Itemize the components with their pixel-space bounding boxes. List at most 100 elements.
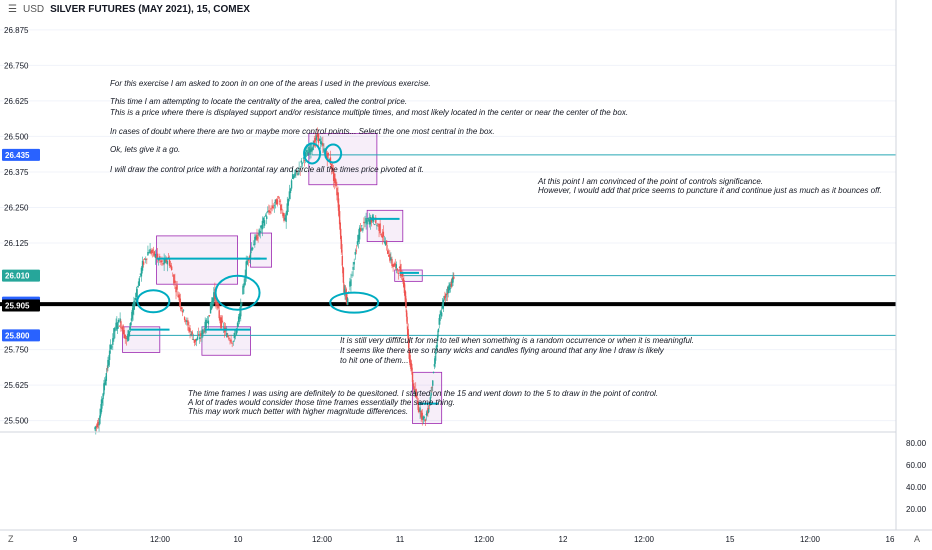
candle-body xyxy=(217,302,219,309)
candle-body xyxy=(362,228,364,231)
candle-body xyxy=(276,199,279,205)
candle-body xyxy=(379,223,381,234)
candle-body xyxy=(246,260,248,265)
candle-body xyxy=(453,276,455,279)
time-tick: 9 xyxy=(73,535,78,544)
candle-body xyxy=(163,258,165,265)
candle-body xyxy=(96,423,99,428)
candle-body xyxy=(315,135,318,140)
sliders-icon[interactable]: ☰ xyxy=(8,4,17,15)
candle-body xyxy=(94,427,96,430)
candle-body xyxy=(448,286,450,293)
candle-body xyxy=(134,297,137,300)
candle-body xyxy=(345,293,348,301)
candle-body xyxy=(393,263,395,267)
candle-body xyxy=(195,338,198,341)
candle-body xyxy=(247,259,250,261)
candle-body xyxy=(426,412,428,416)
candle-body xyxy=(249,252,252,258)
candle-body xyxy=(219,317,221,324)
candle-body xyxy=(422,416,425,420)
annotation-text: This may work much better with higher ma… xyxy=(188,407,408,416)
candle-body xyxy=(99,408,102,416)
candle-body xyxy=(229,340,231,342)
time-tick: 12:00 xyxy=(634,535,655,544)
candle-body xyxy=(186,320,188,322)
candle-body xyxy=(405,298,407,308)
auto-scale-button[interactable]: A xyxy=(914,534,920,544)
price-tick: 25.500 xyxy=(4,417,29,426)
price-tick: 26.125 xyxy=(4,239,29,248)
candle-body xyxy=(108,360,110,365)
candle-body xyxy=(331,169,334,170)
candle-body xyxy=(367,218,369,220)
candle-body xyxy=(351,274,353,276)
pivot-circle xyxy=(214,274,261,311)
candle-body xyxy=(146,258,148,260)
candle-body xyxy=(250,247,253,251)
price-tick: 25.750 xyxy=(4,346,29,355)
annotation-text: This is a price where there is displayed… xyxy=(110,108,628,117)
price-tag-bg xyxy=(2,329,40,342)
candle-body xyxy=(396,268,399,271)
candle-body xyxy=(327,152,329,156)
candle-body xyxy=(339,222,341,229)
candle-body xyxy=(166,260,169,265)
candle-body xyxy=(386,250,389,254)
candle-body xyxy=(123,330,125,338)
candle-body xyxy=(124,334,126,339)
candle-body xyxy=(232,340,234,342)
candle-body xyxy=(385,240,388,245)
candle-body xyxy=(158,259,160,261)
candle-body xyxy=(356,241,359,245)
time-tick: 11 xyxy=(396,535,405,544)
candle-body xyxy=(266,216,268,220)
candle-body xyxy=(140,267,143,277)
candle-body xyxy=(174,280,176,283)
candle-body xyxy=(241,302,243,304)
candle-body xyxy=(213,292,215,302)
candle-body xyxy=(287,198,290,206)
candle-body xyxy=(244,275,246,285)
candle-body xyxy=(137,286,139,288)
candle-body xyxy=(148,252,150,254)
candle-body xyxy=(359,228,362,232)
candle-body xyxy=(409,355,411,366)
candle-body xyxy=(381,235,383,238)
annotation-text: A lot of trades would consider those tim… xyxy=(187,398,455,407)
candle-body xyxy=(374,224,376,226)
candle-body xyxy=(113,328,115,340)
candle-body xyxy=(115,322,117,328)
candle-body xyxy=(312,145,314,151)
candle-body xyxy=(209,302,212,314)
candle-body xyxy=(132,308,134,315)
candle-body xyxy=(142,261,145,265)
candle-body xyxy=(173,274,175,284)
candle-body xyxy=(151,250,153,254)
candle-body xyxy=(376,225,378,227)
time-tick: 12:00 xyxy=(312,535,333,544)
candle-body xyxy=(438,318,440,325)
candle-body xyxy=(120,321,122,329)
candle-body xyxy=(432,380,434,386)
candle-body xyxy=(95,425,98,427)
candle-body xyxy=(236,322,239,328)
candle-body xyxy=(392,264,394,268)
time-tick: 12 xyxy=(559,535,568,544)
candle-body xyxy=(114,327,116,332)
candle-body xyxy=(303,159,306,161)
candle-body xyxy=(206,322,209,323)
candle-body xyxy=(363,221,365,224)
time-tick: 16 xyxy=(886,535,895,544)
zoom-button-left[interactable]: Z xyxy=(8,534,14,544)
candle-body xyxy=(147,252,149,256)
price-tag: 26.435 xyxy=(2,148,40,161)
candle-body xyxy=(336,187,338,196)
candle-body xyxy=(165,258,167,262)
indicator-axis: 80.00 60.00 40.00 20.00 xyxy=(906,439,927,514)
candle-body xyxy=(410,363,412,369)
candle-body xyxy=(239,313,241,320)
candle-body xyxy=(429,397,432,406)
